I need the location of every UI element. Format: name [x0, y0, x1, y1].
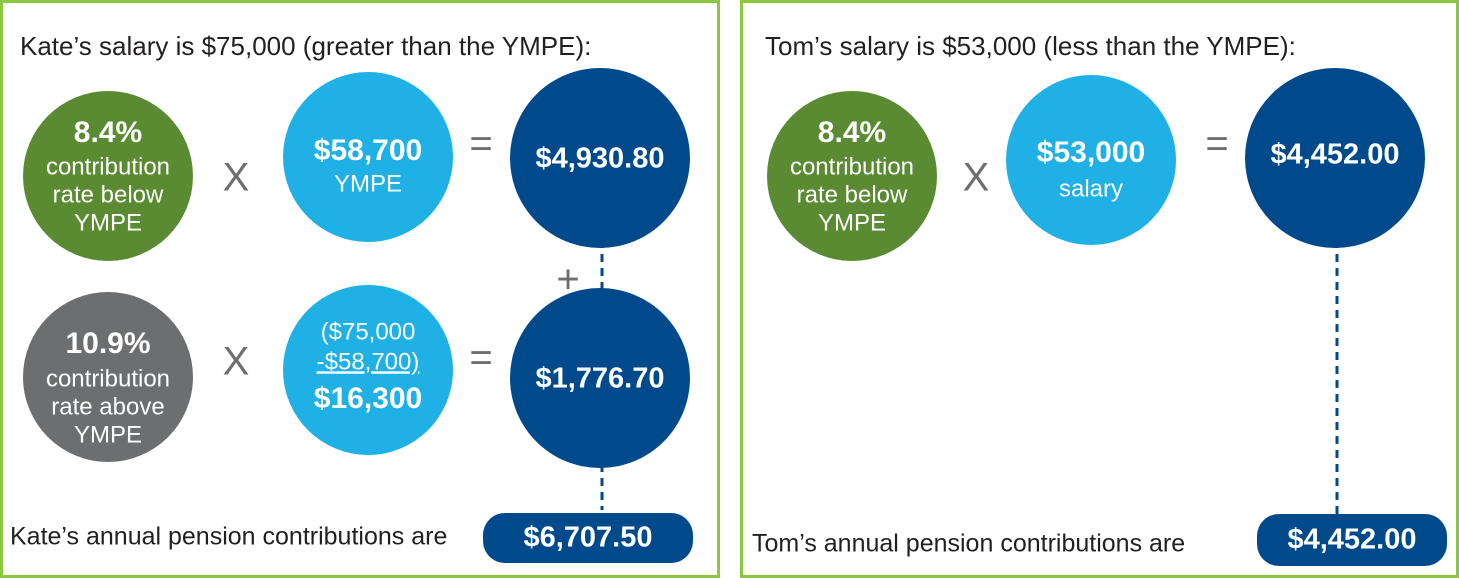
total-pill	[1257, 514, 1447, 566]
result-circle	[1245, 68, 1425, 248]
operator: =	[1205, 122, 1228, 166]
rate-line: contribution	[46, 153, 170, 180]
rate-value: 8.4%	[818, 116, 886, 149]
rate-line: rate below	[797, 181, 908, 208]
base-line: YMPE	[334, 170, 402, 197]
rate-circle	[23, 292, 193, 462]
rate-line: YMPE	[74, 421, 142, 448]
base-value: $16,300	[314, 382, 422, 415]
result-circle	[510, 288, 690, 468]
base-value: $53,000	[1037, 136, 1145, 169]
base-line: -$58,700)	[317, 348, 420, 375]
total-value: $4,452.00	[1287, 524, 1416, 556]
operator: =	[469, 122, 492, 166]
rate-line: YMPE	[74, 209, 142, 236]
panel-title: Tom’s salary is $53,000 (less than the Y…	[765, 31, 1296, 61]
operator: X	[223, 156, 250, 200]
rate-line: YMPE	[818, 209, 886, 236]
result-value: $4,452.00	[1270, 139, 1399, 171]
base-line: salary	[1059, 175, 1123, 202]
base-value: $58,700	[314, 134, 422, 167]
operator: X	[223, 340, 250, 384]
rate-line: contribution	[46, 365, 170, 392]
operator: =	[469, 336, 492, 380]
total-pill	[483, 513, 693, 563]
total-label: Kate’s annual pension contributions are	[10, 523, 447, 551]
result-value: $1,776.70	[535, 363, 664, 395]
base-circle	[283, 72, 453, 242]
operator: +	[556, 258, 579, 302]
rate-line: contribution	[790, 153, 914, 180]
base-circle	[1006, 75, 1176, 245]
total-label: Tom’s annual pension contributions are	[752, 530, 1185, 558]
rate-circle	[767, 91, 937, 261]
rate-circle	[23, 91, 193, 261]
rate-value: 8.4%	[74, 116, 142, 149]
base-line: ($75,000	[321, 318, 416, 345]
rate-line: rate above	[51, 393, 164, 420]
panel-border	[740, 0, 1459, 578]
result-circle	[510, 68, 690, 248]
rate-line: rate below	[53, 181, 164, 208]
total-value: $6,707.50	[523, 522, 652, 554]
operator: X	[963, 156, 990, 200]
result-value: $4,930.80	[535, 143, 664, 175]
base-circle	[283, 285, 453, 455]
panel-border	[0, 0, 720, 578]
panel-title: Kate’s salary is $75,000 (greater than t…	[20, 31, 591, 61]
rate-value: 10.9%	[65, 327, 150, 360]
